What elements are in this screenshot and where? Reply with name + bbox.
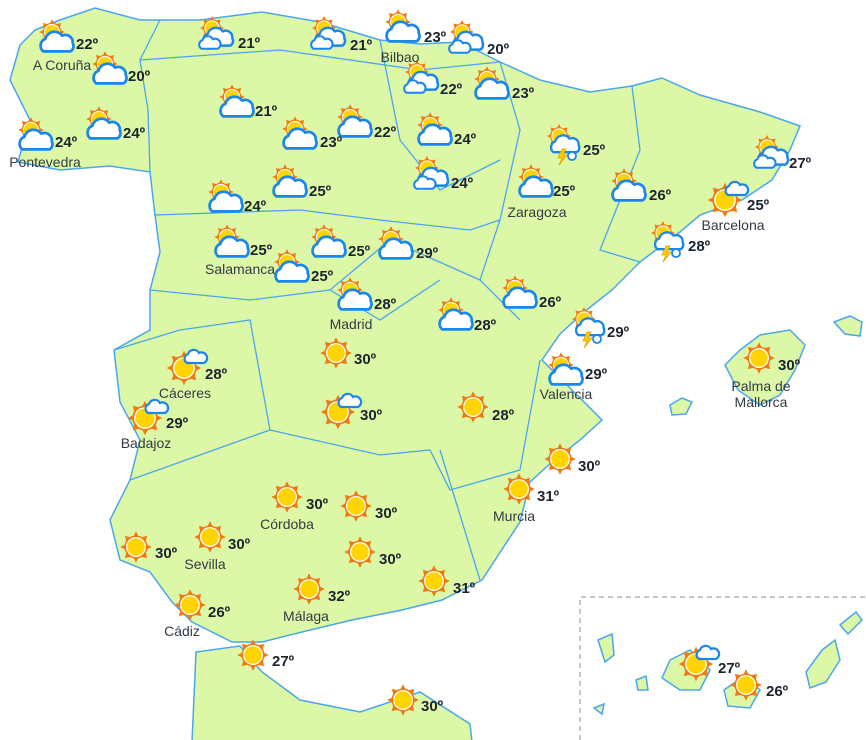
mostly-sunny-icon	[678, 644, 721, 682]
temperature-label: 29º	[416, 245, 439, 262]
temperature-label: 20º	[128, 68, 151, 85]
temperature-label: 25º	[311, 268, 334, 285]
temperature-label: 23º	[512, 85, 535, 102]
temperature-label: 24º	[454, 131, 477, 148]
partly-cloudy-icon	[548, 352, 584, 386]
temperature-label: 28º	[492, 407, 515, 424]
city-label: Sevilla	[184, 556, 226, 572]
temperature-label: 25º	[553, 183, 576, 200]
city-label: Palma de Mallorca	[731, 378, 791, 410]
temperature-label: 30º	[155, 545, 178, 562]
temperature-label: 30º	[228, 536, 251, 553]
temperature-label: 28º	[205, 366, 228, 383]
temperature-label: 30º	[360, 407, 383, 424]
city-label: Córdoba	[260, 516, 314, 532]
temperature-label: 26º	[766, 683, 789, 700]
temperature-label: 30º	[778, 357, 801, 374]
sun-icon	[418, 565, 450, 597]
temperature-label: 27º	[789, 155, 812, 172]
city-label: Madrid	[329, 316, 373, 332]
city-label: Cáceres	[158, 385, 212, 401]
canary-islands-inset	[579, 596, 866, 740]
thunderstorm-icon	[651, 221, 685, 263]
sun-icon	[237, 639, 269, 671]
temperature-label: 30º	[375, 505, 398, 522]
city-label: Barcelona	[701, 217, 765, 233]
partly-cloudy-icon	[385, 9, 421, 43]
temperature-label: 22º	[76, 36, 99, 53]
city-label: Salamanca	[204, 261, 276, 277]
temperature-label: 22º	[374, 124, 397, 141]
sun-icon	[194, 521, 226, 553]
temperature-label: 22º	[440, 81, 463, 98]
temperature-label: 28º	[688, 238, 711, 255]
sun-icon	[293, 573, 325, 605]
city-label: Málaga	[283, 608, 329, 624]
sun-icon	[174, 589, 206, 621]
city-label: Cádiz	[164, 623, 200, 639]
sun-icon	[120, 531, 152, 563]
temperature-label: 25º	[747, 197, 770, 214]
sun-icon	[503, 473, 535, 505]
city-label: Badajoz	[120, 435, 172, 451]
temperature-label: 27º	[718, 660, 741, 677]
temperature-label: 28º	[474, 317, 497, 334]
land-spain	[9, 7, 801, 740]
sun-icon	[387, 684, 419, 716]
temperature-label: 32º	[328, 588, 351, 605]
city-label: Zaragoza	[507, 204, 567, 220]
sun-icon	[320, 337, 352, 369]
temperature-label: 30º	[421, 698, 444, 715]
thunderstorm-icon	[547, 124, 581, 166]
sun-icon	[340, 490, 372, 522]
sun-icon	[743, 342, 775, 374]
temperature-label: 30º	[578, 458, 601, 475]
temperature-label: 23º	[320, 134, 343, 151]
weather-icons	[18, 9, 790, 716]
temperature-label: 25º	[309, 183, 332, 200]
temperature-label: 24º	[123, 125, 146, 142]
temperature-label: 31º	[453, 580, 476, 597]
temperature-label: 24º	[55, 134, 78, 151]
temperature-label: 29º	[166, 415, 189, 432]
city-label: Pontevedra	[9, 154, 81, 170]
temperature-label: 30º	[379, 551, 402, 568]
temperature-label: 27º	[272, 653, 295, 670]
temperature-label: 31º	[537, 488, 560, 505]
temperature-label: 25º	[250, 242, 273, 259]
sun-icon	[544, 443, 576, 475]
sun-icon	[457, 391, 489, 423]
temperature-label: 29º	[607, 324, 630, 341]
temperature-label: 25º	[348, 243, 371, 260]
temperature-label: 30º	[306, 496, 329, 513]
temperature-label: 26º	[208, 604, 231, 621]
temperature-label: 29º	[585, 366, 608, 383]
city-label: Murcia	[492, 508, 536, 524]
cloudy-icon	[448, 20, 485, 54]
temperature-label: 26º	[539, 294, 562, 311]
sun-icon	[344, 536, 376, 568]
temperature-label: 24º	[244, 198, 267, 215]
city-label: Bilbao	[380, 49, 420, 65]
temperature-label: 20º	[487, 41, 510, 58]
temperature-label: 30º	[354, 351, 377, 368]
temperature-label: 26º	[649, 187, 672, 204]
sun-icon	[271, 481, 303, 513]
temperature-label: 25º	[583, 142, 606, 159]
temperature-label: 21º	[238, 35, 261, 52]
temperature-label: 24º	[451, 175, 474, 192]
city-label: A Coruña	[32, 57, 92, 73]
temperature-label: 21º	[350, 37, 373, 54]
temperature-label: 28º	[374, 296, 397, 313]
temperature-label: 21º	[255, 103, 278, 120]
city-label: Valencia	[539, 386, 593, 402]
temperature-label: 23º	[424, 29, 447, 46]
thunderstorm-icon	[572, 307, 606, 349]
